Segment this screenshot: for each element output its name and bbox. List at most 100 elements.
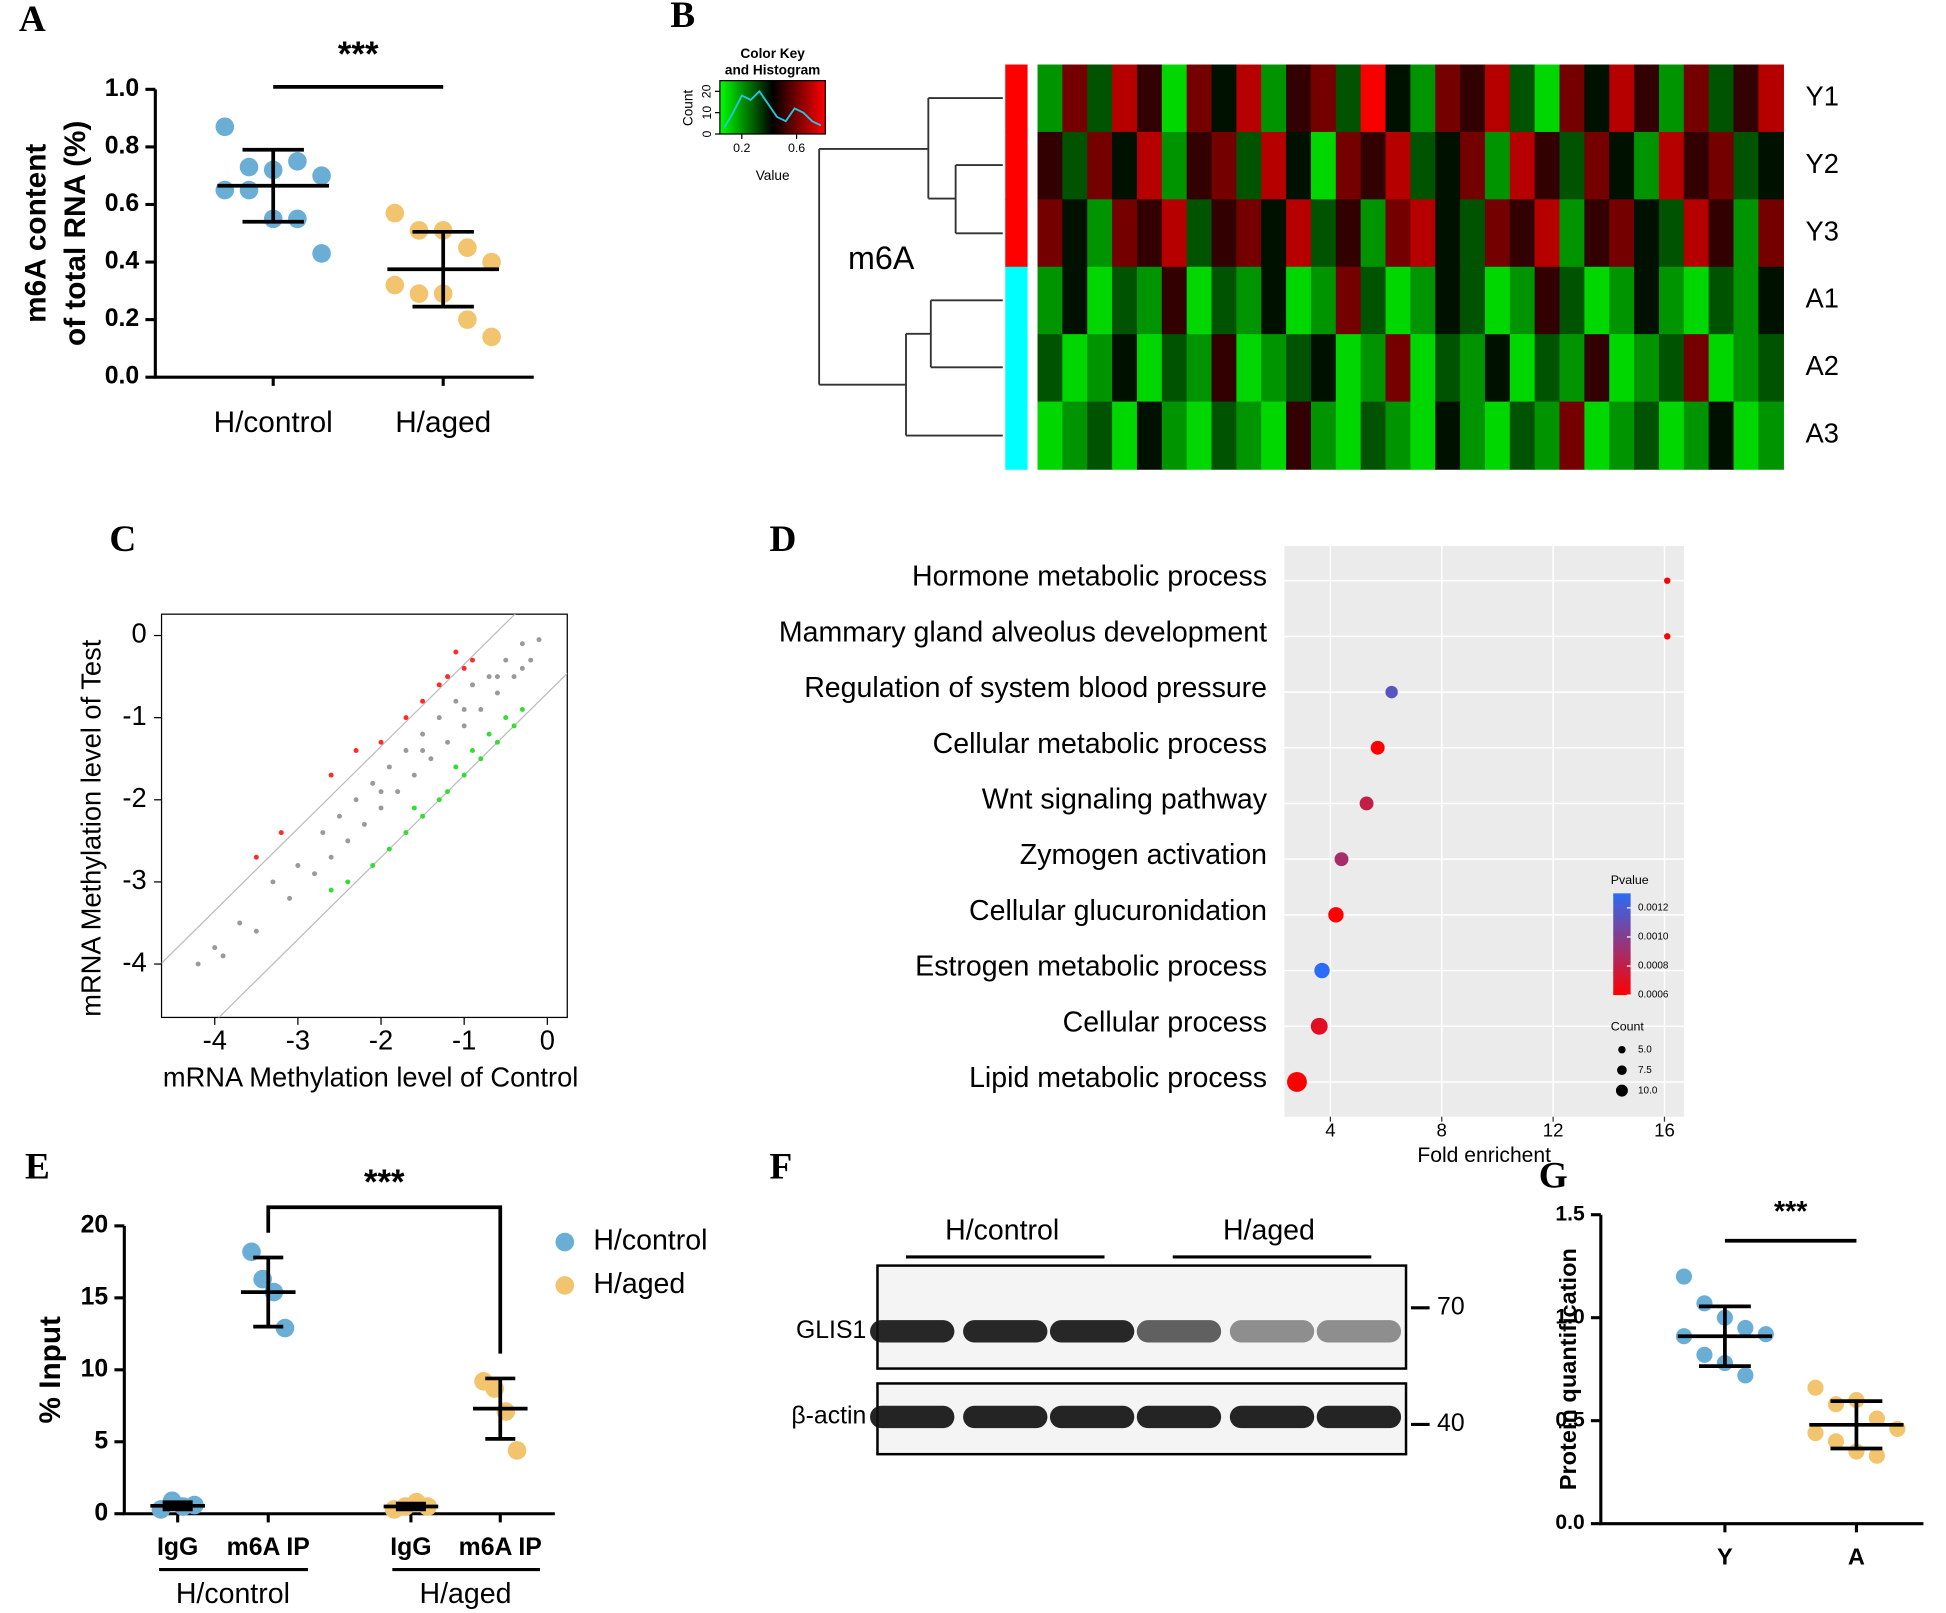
heatmap-cell bbox=[1460, 334, 1486, 403]
panel-letter: E bbox=[25, 1147, 50, 1188]
panel-letter: D bbox=[770, 519, 797, 560]
heatmap-cell bbox=[1758, 334, 1784, 403]
panel-letter: F bbox=[770, 1147, 793, 1188]
data-point bbox=[494, 690, 500, 696]
heatmap-cell bbox=[1609, 334, 1635, 403]
heatmap-cell bbox=[1658, 334, 1685, 403]
y-tick-label: 20 bbox=[81, 1211, 109, 1238]
data-point bbox=[461, 706, 467, 712]
key-title: Color Key bbox=[740, 46, 805, 61]
heatmap-cell bbox=[1161, 64, 1188, 133]
heatmap-cell bbox=[1410, 401, 1436, 470]
band bbox=[870, 1405, 955, 1429]
heatmap-cell bbox=[1112, 131, 1138, 201]
data-point bbox=[220, 953, 226, 959]
data-point bbox=[215, 117, 235, 137]
data-point bbox=[511, 674, 517, 680]
data-point bbox=[482, 252, 501, 272]
row-label: Y1 bbox=[1806, 80, 1839, 111]
heatmap-cell bbox=[1435, 266, 1461, 335]
heatmap-cell bbox=[1708, 199, 1735, 268]
data-point bbox=[237, 920, 243, 926]
significance: *** bbox=[364, 1164, 405, 1202]
heatmap-cell bbox=[1261, 131, 1287, 201]
histogram-line bbox=[723, 89, 822, 129]
heatmap-cell bbox=[1236, 334, 1262, 403]
data-point bbox=[1807, 1424, 1824, 1442]
size-key bbox=[1618, 1045, 1626, 1054]
heatmap-cell bbox=[1136, 266, 1163, 335]
group-label: H/control bbox=[176, 1578, 290, 1610]
blot-membrane bbox=[876, 1264, 1408, 1370]
data-point bbox=[436, 682, 442, 688]
color-tick-label: 0.0010 bbox=[1638, 932, 1669, 943]
marker-label: 40 bbox=[1437, 1410, 1465, 1437]
x-tick-label: 8 bbox=[1437, 1120, 1447, 1141]
heatmap-cell bbox=[1037, 131, 1064, 201]
heatmap-cell bbox=[1360, 64, 1387, 133]
category-label: Mammary gland alveolus development bbox=[779, 616, 1267, 648]
size-key bbox=[1617, 1065, 1627, 1076]
y-tick-label: 0 bbox=[94, 1499, 108, 1526]
data-point bbox=[461, 772, 467, 778]
heatmap-cell bbox=[1385, 266, 1412, 335]
size-tick-label: 10.0 bbox=[1638, 1085, 1658, 1096]
heatmap-cell bbox=[1037, 334, 1064, 403]
x-tick-label: m6A IP bbox=[459, 1534, 542, 1561]
row-label: Y3 bbox=[1806, 215, 1839, 246]
category-label: Cellular metabolic process bbox=[933, 728, 1267, 760]
heatmap-cell bbox=[1584, 266, 1610, 335]
data-point bbox=[328, 887, 334, 893]
heatmap-cell bbox=[1460, 266, 1486, 335]
heatmap-cell bbox=[1286, 131, 1312, 201]
row-label: A1 bbox=[1806, 283, 1839, 314]
heatmap-cell bbox=[1112, 401, 1138, 470]
data-point bbox=[278, 830, 284, 836]
data-point bbox=[345, 879, 351, 885]
heatmap-cell bbox=[1410, 131, 1436, 201]
data-point bbox=[411, 772, 417, 778]
legend-label: H/control bbox=[593, 1225, 707, 1257]
key-y-tick-label: 10 bbox=[700, 106, 714, 120]
data-point bbox=[461, 723, 467, 729]
heatmap-cell bbox=[1211, 64, 1238, 133]
heatmap-cell bbox=[1286, 64, 1312, 133]
data-point bbox=[395, 789, 401, 795]
legend-label: H/aged bbox=[593, 1268, 685, 1300]
data-point bbox=[275, 1318, 295, 1338]
row-group-bar bbox=[1005, 401, 1028, 470]
data-point bbox=[353, 748, 359, 753]
heatmap-cell bbox=[1758, 64, 1784, 133]
heatmap-cell bbox=[1236, 401, 1262, 470]
heatmap-cell bbox=[1708, 401, 1735, 470]
heatmap-cell bbox=[1634, 131, 1660, 201]
key-y-label: Count bbox=[680, 90, 695, 127]
size-tick-label: 5.0 bbox=[1638, 1044, 1652, 1055]
data-point bbox=[519, 641, 525, 647]
heatmap-cell bbox=[1559, 266, 1586, 335]
data-point bbox=[212, 945, 218, 951]
data-point bbox=[436, 715, 442, 721]
heatmap-cell bbox=[1534, 64, 1561, 133]
heatmap-cell bbox=[1559, 64, 1586, 133]
data-point bbox=[336, 813, 342, 819]
heatmap-cell bbox=[1037, 266, 1064, 335]
y-tick-label: 0.2 bbox=[105, 305, 139, 332]
heatmap-cell bbox=[1211, 401, 1238, 470]
y-axis-label: mRNA Methylation level of Test bbox=[75, 639, 106, 1016]
heatmap-cell bbox=[1484, 401, 1511, 470]
y-axis-label: Protein quantification bbox=[1555, 1248, 1581, 1490]
panel-letter: G bbox=[1539, 1155, 1568, 1196]
heatmap-cell bbox=[1435, 199, 1461, 268]
heatmap-cell bbox=[1584, 334, 1610, 403]
size-key bbox=[1615, 1084, 1628, 1097]
data-point bbox=[385, 203, 405, 223]
data-point bbox=[470, 657, 475, 663]
heatmap-cell bbox=[1136, 401, 1163, 470]
heatmap-cell bbox=[1534, 199, 1561, 268]
heatmap-cell bbox=[1708, 266, 1735, 335]
data-point bbox=[486, 731, 492, 737]
band bbox=[1229, 1320, 1315, 1343]
color-key bbox=[719, 80, 826, 135]
heatmap-cell bbox=[1534, 266, 1561, 335]
